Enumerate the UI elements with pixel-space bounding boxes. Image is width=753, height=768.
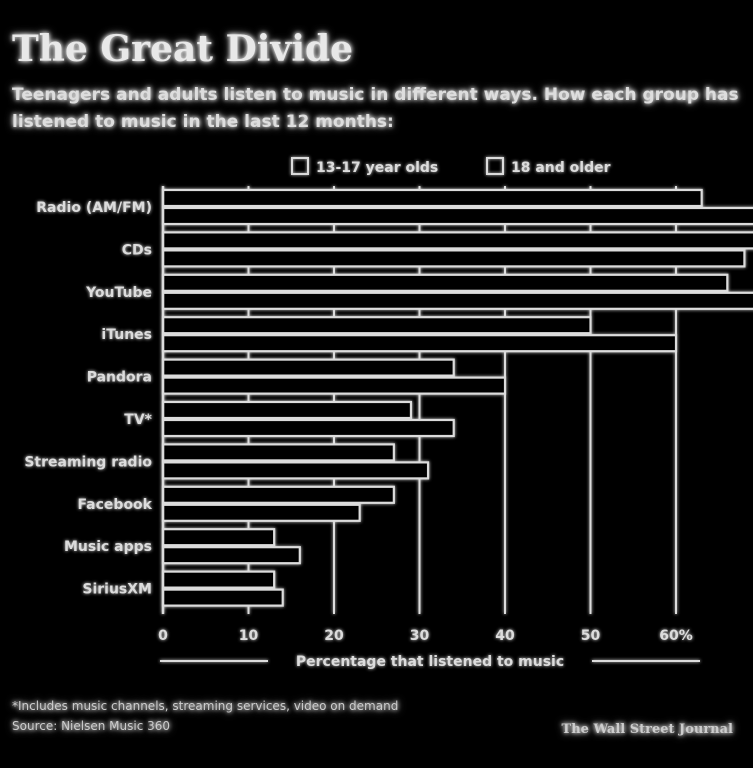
x-tick-label: 20 (324, 628, 344, 644)
category-label: CDs (122, 242, 152, 258)
legend-label-1: 18 and older (511, 160, 611, 176)
credit: The Wall Street Journal (561, 722, 733, 737)
category-label: iTunes (101, 327, 152, 343)
category-label: TV* (124, 412, 152, 428)
bar-adult (161, 249, 746, 268)
bar-adult (161, 291, 753, 310)
x-tick-label: 0 (158, 628, 168, 644)
chart-subtitle: Teenagers and adults listen to music in … (12, 85, 739, 132)
x-axis-label: Percentage that listened to music (296, 654, 564, 670)
x-tick-label: 10 (239, 628, 259, 644)
category-label: Radio (AM/FM) (36, 200, 152, 216)
x-tick-label: 40 (495, 628, 515, 644)
x-tick-label: 60% (659, 628, 693, 644)
legend-label-0: 13-17 year olds (316, 160, 438, 176)
chart-title: The Great Divide (12, 28, 354, 70)
x-tick-label: 50 (581, 628, 601, 644)
bar-teen (161, 188, 703, 208)
bar-adult (161, 418, 455, 438)
bar-adult (161, 334, 678, 353)
source-text: Source: Nielsen Music 360 (12, 719, 171, 733)
bar-adult (161, 546, 301, 565)
footnote-text: *Includes music channels, streaming serv… (12, 699, 399, 713)
category-label: Streaming radio (24, 454, 152, 470)
category-label: Music apps (64, 539, 152, 555)
bar-adult (161, 503, 361, 522)
bar-adult (161, 461, 430, 480)
bar-teen (161, 485, 395, 504)
legend-swatch-1 (486, 157, 504, 175)
bar-teen (161, 443, 395, 462)
legend-swatch-0 (291, 157, 309, 175)
bar-teen (161, 400, 413, 420)
category-label: YouTube (85, 285, 152, 301)
bar-teen (161, 316, 592, 335)
bar-teen (161, 570, 276, 589)
bar-adult (161, 588, 284, 607)
bar-teen (161, 273, 729, 292)
footnote: *Includes music channels, streaming serv… (12, 696, 398, 736)
category-label: SiriusXM (82, 582, 152, 598)
legend: 13-17 year olds 18 and older (291, 157, 611, 176)
bar-teen (161, 358, 455, 377)
chart-body: 13-17 year olds 18 and older Radio (AM/FM)… (24, 157, 753, 670)
bar-adult (161, 376, 507, 395)
category-label: Pandora (87, 370, 152, 386)
x-tick-label: 30 (410, 628, 430, 644)
bar-teen (161, 231, 753, 250)
category-label: Facebook (77, 497, 152, 513)
bar-adult (161, 206, 753, 226)
bar-teen (161, 528, 276, 547)
